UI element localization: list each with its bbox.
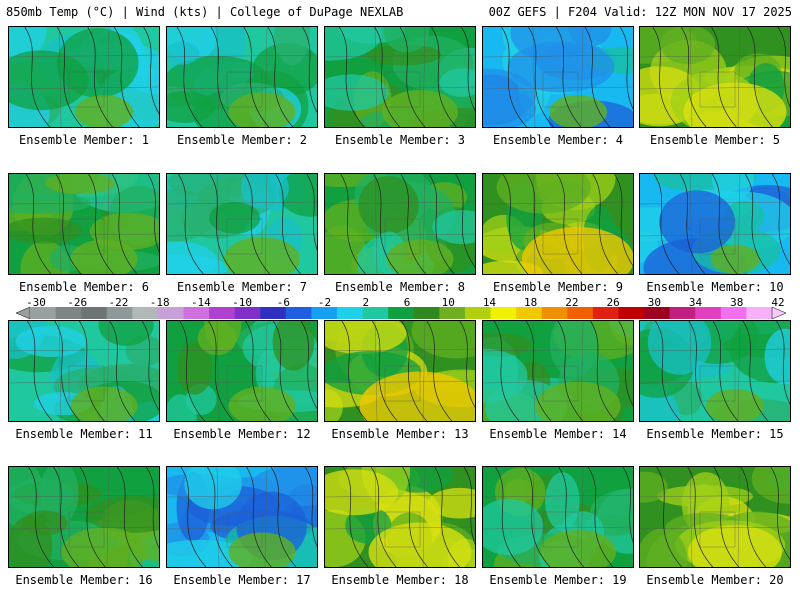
ensemble-map-8 <box>324 173 476 275</box>
colorbar-swatch <box>30 307 56 319</box>
ensemble-member-label: Ensemble Member: 10 <box>646 280 784 294</box>
colorbar-tick-label: 34 <box>688 296 703 309</box>
colorbar-tick-label: 10 <box>441 296 455 309</box>
ensemble-map-14 <box>482 320 634 422</box>
ensemble-map-6 <box>8 173 160 275</box>
colorbar-swatch <box>388 307 415 319</box>
colorbar-tick-label: -14 <box>190 296 211 309</box>
colorbar-swatch <box>695 307 722 319</box>
colorbar-bar <box>16 307 786 319</box>
ensemble-map-3 <box>324 26 476 128</box>
ensemble-map-5 <box>639 26 791 128</box>
colorbar-tick-label: -26 <box>67 296 88 309</box>
colorbar-arrow-high <box>771 307 786 319</box>
ensemble-member-label: Ensemble Member: 6 <box>18 280 150 294</box>
ensemble-member-label: Ensemble Member: 7 <box>176 280 308 294</box>
colorbar-swatch <box>285 307 312 319</box>
colorbar-tick-label: -30 <box>26 296 46 309</box>
ensemble-member-label: Ensemble Member: 15 <box>646 427 784 441</box>
ensemble-map-17 <box>166 466 318 568</box>
colorbar-swatch <box>592 307 619 319</box>
ensemble-member-label: Ensemble Member: 9 <box>492 280 624 294</box>
ensemble-map-16 <box>8 466 160 568</box>
colorbar-swatch <box>337 307 363 319</box>
header-right-title: 00Z GEFS | F204 Valid: 12Z MON NOV 17 20… <box>488 5 792 19</box>
colorbar-tick-label: 18 <box>524 296 538 309</box>
ensemble-member-label: Ensemble Member: 11 <box>15 427 153 441</box>
colorbar-tick-label: 2 <box>362 296 370 309</box>
ensemble-member-label: Ensemble Member: 12 <box>173 427 311 441</box>
ensemble-member-label: Ensemble Member: 14 <box>489 427 627 441</box>
colorbar-tick-label: 42 <box>771 296 785 309</box>
colorbar-tick-label: -22 <box>108 296 129 309</box>
colorbar-tick-label: 22 <box>565 296 579 309</box>
colorbar-swatch <box>669 307 696 319</box>
ensemble-map-12 <box>166 320 318 422</box>
colorbar-swatch <box>541 307 568 319</box>
colorbar-swatch <box>516 307 543 319</box>
colorbar-swatch <box>209 307 235 319</box>
colorbar-tick-label: 30 <box>647 296 661 309</box>
ensemble-map-20 <box>639 466 791 568</box>
colorbar-swatch <box>55 307 82 319</box>
colorbar-swatch <box>132 307 159 319</box>
colorbar-swatch <box>644 307 670 319</box>
ensemble-map-18 <box>324 466 476 568</box>
colorbar-swatch <box>439 307 466 319</box>
ensemble-member-label: Ensemble Member: 5 <box>649 133 781 147</box>
colorbar-swatch <box>567 307 594 319</box>
ensemble-map-2 <box>166 26 318 128</box>
ensemble-map-1 <box>8 26 160 128</box>
ensemble-map-9 <box>482 173 634 275</box>
colorbar-tick-label: 14 <box>482 296 497 309</box>
colorbar-swatch <box>106 307 133 319</box>
ensemble-member-label: Ensemble Member: 2 <box>176 133 308 147</box>
ensemble-map-13 <box>324 320 476 422</box>
ensemble-member-label: Ensemble Member: 20 <box>646 573 784 587</box>
colorbar-swatch <box>81 307 108 319</box>
ensemble-member-label: Ensemble Member: 16 <box>15 573 153 587</box>
ensemble-map-15 <box>639 320 791 422</box>
ensemble-member-label: Ensemble Member: 3 <box>334 133 466 147</box>
ensemble-member-label: Ensemble Member: 19 <box>489 573 627 587</box>
ensemble-member-label: Ensemble Member: 8 <box>334 280 466 294</box>
ensemble-member-label: Ensemble Member: 4 <box>492 133 624 147</box>
ensemble-map-7 <box>166 173 318 275</box>
colorbar-tick-label: -6 <box>276 296 290 309</box>
colorbar-tick-label: 26 <box>606 296 620 309</box>
colorbar-tick-label: -10 <box>232 296 253 309</box>
colorbar-swatch <box>362 307 389 319</box>
colorbar-swatch <box>260 307 287 319</box>
colorbar-tick-label: -18 <box>149 296 170 309</box>
colorbar-swatch <box>413 307 440 319</box>
ensemble-map-4 <box>482 26 634 128</box>
ensemble-map-11 <box>8 320 160 422</box>
header-left-title: 850mb Temp (°C) | Wind (kts) | College o… <box>6 5 404 19</box>
colorbar-swatch <box>490 307 517 319</box>
ensemble-member-label: Ensemble Member: 17 <box>173 573 311 587</box>
colorbar-swatch <box>183 307 210 319</box>
colorbar-tick-label: -2 <box>317 296 332 309</box>
ensemble-map-19 <box>482 466 634 568</box>
colorbar-swatch <box>234 307 261 319</box>
colorbar-swatch <box>746 307 773 319</box>
ensemble-member-label: Ensemble Member: 1 <box>18 133 150 147</box>
colorbar-swatch <box>157 307 184 319</box>
colorbar-tick-label: 38 <box>730 296 744 309</box>
colorbar-swatch <box>311 307 338 319</box>
ensemble-map-10 <box>639 173 791 275</box>
colorbar-tick-label: 6 <box>403 296 411 309</box>
colorbar-swatch <box>720 307 747 319</box>
ensemble-member-label: Ensemble Member: 13 <box>331 427 469 441</box>
ensemble-member-label: Ensemble Member: 18 <box>331 573 469 587</box>
temperature-colorbar: -30 -26 -22 -18 -14 -10 -6 -2 2 6 10 14 18 22 26 30 34 38… <box>16 296 786 320</box>
colorbar-swatch <box>618 307 645 319</box>
colorbar-swatch <box>464 307 491 319</box>
